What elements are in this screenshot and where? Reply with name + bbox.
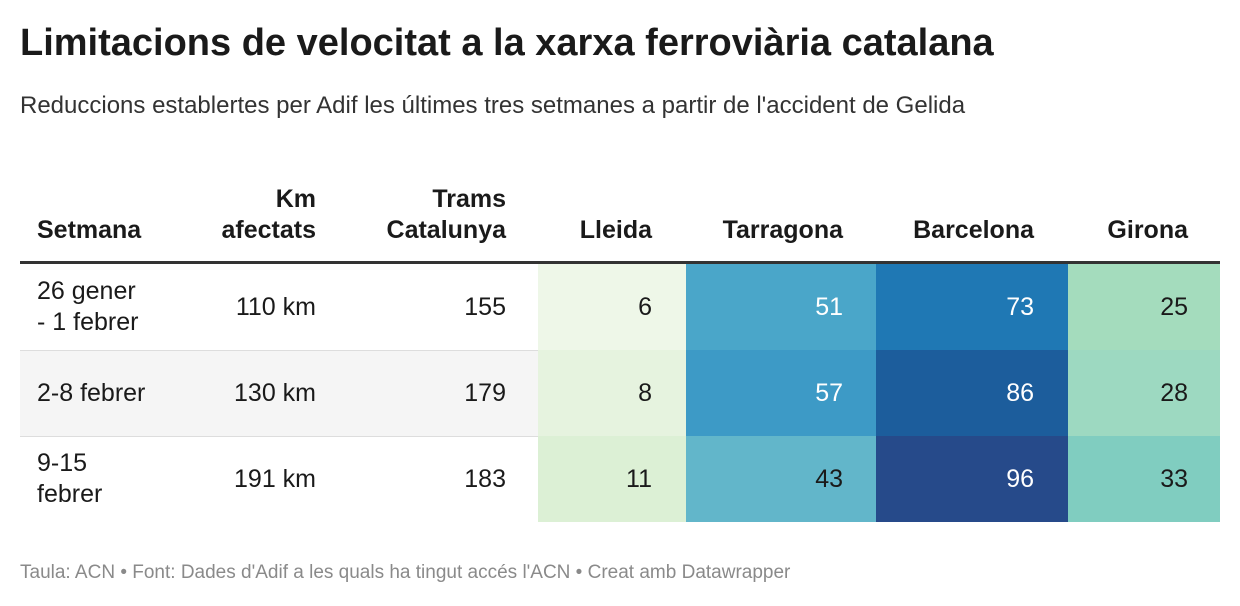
table-cell: 2-8 febrer	[20, 350, 200, 436]
column-header-text: Girona	[1107, 216, 1188, 244]
heat-cell: 11	[538, 436, 686, 522]
heat-cell: 43	[686, 436, 876, 522]
column-header-text: Trams Catalunya	[386, 185, 506, 244]
column-header-text: Setmana	[37, 216, 142, 244]
cell-text: 28	[1160, 378, 1188, 407]
cell-text: 86	[1006, 378, 1034, 407]
column-header: Tarragona	[686, 170, 876, 246]
table-cell: 155	[330, 264, 538, 350]
cell-text: 6	[638, 292, 652, 321]
heat-cell: 86	[876, 350, 1068, 436]
heat-cell: 28	[1068, 350, 1220, 436]
cell-text: 179	[464, 378, 506, 407]
column-header: Barcelona	[876, 170, 1068, 246]
heat-cell: 33	[1068, 436, 1220, 522]
heat-cell: 51	[686, 264, 876, 350]
cell-text: 9-15 febrer	[37, 449, 103, 508]
heat-cell: 73	[876, 264, 1068, 350]
table-cell: 130 km	[200, 350, 330, 436]
cell-text: 2-8 febrer	[37, 378, 146, 407]
header-rule	[20, 261, 1220, 264]
cell-text: 57	[815, 378, 843, 407]
cell-text: 33	[1160, 464, 1188, 493]
heat-cell: 8	[538, 350, 686, 436]
table-cell: 26 gener - 1 febrer	[20, 264, 200, 350]
heat-cell: 96	[876, 436, 1068, 522]
cell-text: 8	[638, 378, 652, 407]
cell-text: 43	[815, 464, 843, 493]
heat-cell: 25	[1068, 264, 1220, 350]
cell-text: 183	[464, 464, 506, 493]
heat-cell: 6	[538, 264, 686, 350]
column-header-text: Lleida	[579, 216, 652, 244]
cell-text: 96	[1006, 464, 1034, 493]
cell-text: 51	[815, 292, 843, 321]
cell-text: 26 gener - 1 febrer	[37, 277, 139, 336]
cell-text: 191 km	[234, 464, 316, 493]
cell-text: 155	[464, 292, 506, 321]
cell-text: 25	[1160, 292, 1188, 321]
table-cell: 191 km	[200, 436, 330, 522]
table-cell: 179	[330, 350, 538, 436]
cell-text: 130 km	[234, 378, 316, 407]
column-header-text: Tarragona	[722, 216, 843, 244]
column-header-text: Km afectats	[221, 185, 317, 244]
column-header: Trams Catalunya	[330, 170, 538, 246]
cell-text: 73	[1006, 292, 1034, 321]
footer: Taula: ACN • Font: Dades d'Adif a les qu…	[20, 562, 791, 583]
table-cell: 183	[330, 436, 538, 522]
column-header: Km afectats	[200, 170, 330, 246]
cell-text: 110 km	[235, 292, 316, 321]
title: Limitacions de velocitat a la xarxa ferr…	[20, 22, 994, 64]
table-cell: 9-15 febrer	[20, 436, 200, 522]
subtitle: Reduccions establertes per Adif les últi…	[20, 92, 966, 119]
column-header-text: Barcelona	[913, 216, 1034, 244]
heat-cell: 57	[686, 350, 876, 436]
cell-text: 11	[626, 464, 652, 493]
table-cell: 110 km	[200, 264, 330, 350]
column-header: Girona	[1068, 170, 1220, 246]
column-header: Setmana	[20, 170, 200, 246]
column-header: Lleida	[538, 170, 686, 246]
